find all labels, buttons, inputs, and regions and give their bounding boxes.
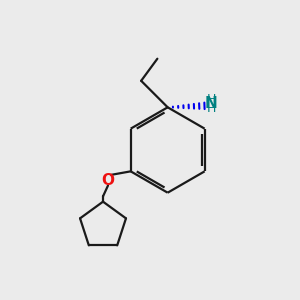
Text: O: O [101, 173, 115, 188]
Text: N: N [205, 96, 218, 111]
Text: H: H [207, 93, 216, 106]
Text: H: H [207, 102, 216, 115]
